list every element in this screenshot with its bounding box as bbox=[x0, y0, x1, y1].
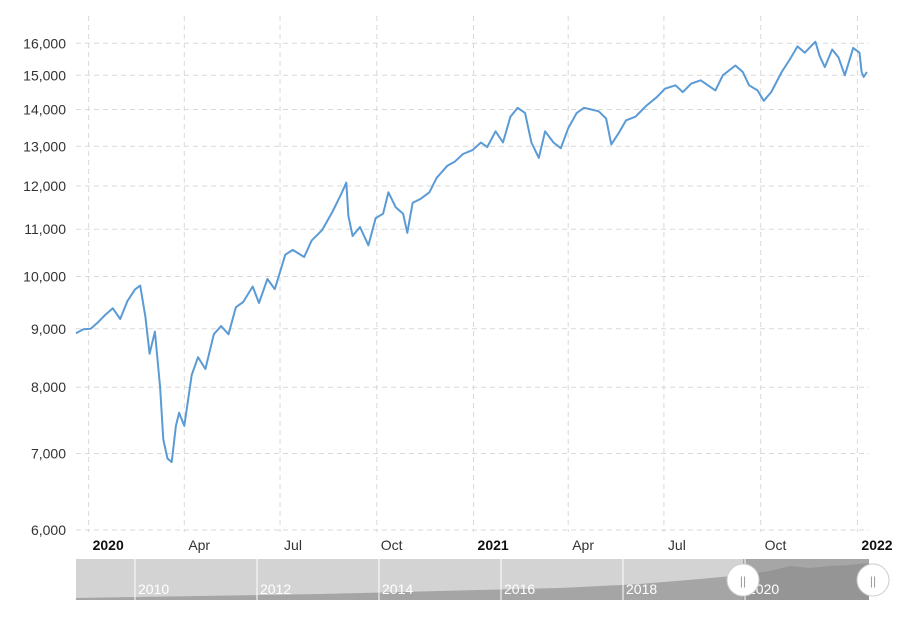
x-tick-label: Apr bbox=[572, 537, 594, 553]
y-tick-label: 13,000 bbox=[23, 138, 66, 154]
y-gridlines bbox=[76, 42, 869, 531]
y-tick-label: 10,000 bbox=[23, 269, 66, 285]
series-line[interactable] bbox=[75, 40, 868, 464]
x-tick-label: Oct bbox=[765, 537, 787, 553]
y-tick-label: 8,000 bbox=[31, 379, 66, 395]
x-tick-label: Oct bbox=[381, 537, 403, 553]
navigator-year-labels: 2010 2012 2014 2016 2018 2020 bbox=[138, 581, 779, 597]
x-axis-tick-labels: 2020 Apr Jul Oct 2021 Apr Jul Oct 2022 bbox=[93, 537, 893, 553]
x-tick-label: 2020 bbox=[93, 537, 124, 553]
left-handle-grip-icon: || bbox=[740, 574, 746, 588]
x-tick-label: Apr bbox=[188, 537, 210, 553]
navigator-series-area bbox=[76, 563, 869, 600]
navigator-year-label: 2014 bbox=[382, 581, 413, 597]
right-handle-grip-icon: || bbox=[870, 574, 876, 588]
x-tick-label: 2021 bbox=[478, 537, 509, 553]
y-tick-label: 11,000 bbox=[24, 221, 66, 237]
navigator-year-label: 2016 bbox=[504, 581, 535, 597]
y-tick-label: 7,000 bbox=[31, 446, 66, 462]
y-tick-label: 6,000 bbox=[31, 522, 66, 538]
y-tick-label: 15,000 bbox=[23, 67, 66, 83]
y-axis-tick-labels: 6,000 7,000 8,000 9,000 10,000 11,000 12,000 13… bbox=[23, 35, 66, 538]
y-tick-label: 16,000 bbox=[23, 35, 66, 51]
navigator-year-label: 2012 bbox=[260, 581, 291, 597]
x-tick-label: Jul bbox=[284, 537, 302, 553]
y-tick-label: 14,000 bbox=[23, 102, 66, 118]
navigator-year-label: 2010 bbox=[138, 581, 169, 597]
x-tick-label: Jul bbox=[668, 537, 686, 553]
range-navigator[interactable]: 2010 2012 2014 2016 2018 2020 || || bbox=[76, 559, 890, 600]
y-tick-label: 9,000 bbox=[31, 321, 66, 337]
x-gridlines bbox=[88, 16, 858, 532]
navigator-year-label: 2018 bbox=[626, 581, 657, 597]
y-tick-label: 12,000 bbox=[23, 178, 66, 194]
navigator-left-handle[interactable]: || bbox=[726, 563, 760, 597]
x-tick-label: 2022 bbox=[861, 537, 892, 553]
navigator-right-handle[interactable]: || bbox=[856, 563, 890, 597]
